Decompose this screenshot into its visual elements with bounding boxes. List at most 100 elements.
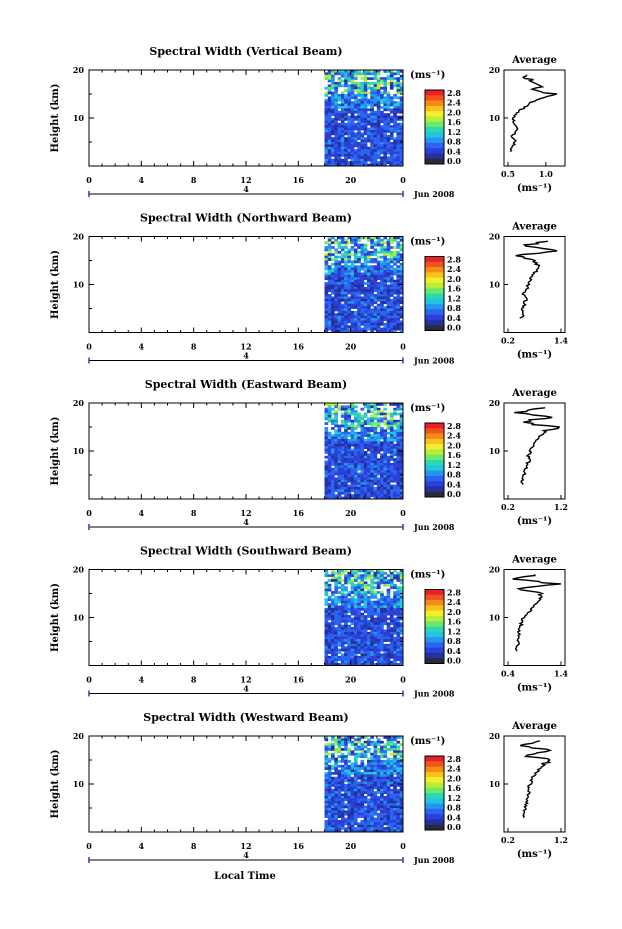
heatmap-cell [396,588,401,592]
heatmap-cell [344,629,348,633]
heatmap-cell [350,265,355,269]
heatmap-cell [340,646,345,650]
heatmap-cell [376,477,381,481]
heatmap-cell [396,460,401,464]
heatmap-cell [386,760,391,763]
heatmap-cell [376,327,381,331]
colorbar-label: 0.0 [447,489,461,499]
heatmap-cell [357,748,361,751]
heatmap-cell [389,579,394,582]
heatmap-cell [396,800,401,804]
heatmap-cell [380,142,384,145]
heatmap-cell [347,286,352,290]
heatmap-cell [353,110,358,114]
heatmap-cell [347,325,352,329]
heatmap-cell [367,571,371,575]
heatmap-cell [344,479,348,483]
heatmap-cell [367,431,371,435]
heatmap-cell [327,760,332,763]
heatmap-cell [331,70,335,73]
heatmap-cell [363,246,368,249]
heatmap-cell [357,475,361,478]
heatmap-cell [396,272,401,276]
x-tick-label: 0 [86,675,92,685]
heatmap-cell [370,636,374,640]
heatmap-cell [380,812,384,816]
heatmap-cell [376,296,381,300]
heatmap-cell [373,808,378,811]
heatmap-cell [344,660,348,664]
heatmap-cell [399,465,404,469]
heatmap-cell [376,579,381,582]
heatmap-cell [337,760,342,763]
heatmap-cell [357,158,361,162]
heatmap-cell [327,774,332,778]
heatmap-cell [393,750,397,754]
heatmap-cell [370,583,374,587]
heatmap-cell [360,588,365,592]
heatmap-cell [363,236,368,240]
heatmap-cell [386,484,391,488]
heatmap-cell [344,755,348,758]
heatmap-cell [327,250,332,254]
colorbar-segment [425,808,444,815]
heatmap-cell [376,154,381,157]
heatmap-cell [334,800,338,804]
heatmap-cell [386,820,391,823]
heatmap-cell [363,791,368,794]
heatmap-cell [370,110,374,114]
heatmap-cell [399,313,404,317]
heatmap-cell [370,752,374,756]
heatmap-cell [380,820,384,823]
heatmap-cell [376,607,381,611]
heatmap-cell [340,451,345,454]
heatmap-cell [353,627,358,630]
heatmap-cell [363,262,368,266]
heatmap-cell [340,91,345,95]
heatmap-cell [331,241,335,245]
heatmap-cell [337,289,342,293]
heatmap-cell [327,658,332,662]
heatmap-cell [334,327,338,331]
heatmap-cell [357,439,361,442]
heatmap-cell [363,120,368,124]
heatmap-cell [334,619,338,623]
heatmap-cell [360,788,365,792]
panel-title: Spectral Width (Southward Beam) [140,545,352,558]
x-tick-label: 4 [139,508,145,518]
heatmap-cell [340,139,345,143]
heatmap-cell [340,796,345,799]
heatmap-cell [350,627,355,630]
heatmap-cell [380,410,384,413]
heatmap-cell [334,762,338,766]
heatmap-cell [347,581,352,585]
heatmap-cell [367,643,371,647]
heatmap-cell [357,236,361,240]
heatmap-cell [347,639,352,642]
heatmap-cell [347,310,352,314]
heatmap-cell [324,610,329,614]
heatmap-cell [357,822,361,826]
heatmap-cell [350,762,355,766]
colorbar-label: 1.6 [447,284,461,294]
heatmap [324,569,404,666]
heatmap-cell [376,603,381,606]
heatmap-cell [347,593,352,597]
heatmap-cell [389,636,394,640]
heatmap-cell [350,631,355,635]
heatmap-cell [327,487,332,490]
heatmap-cell [376,108,381,112]
colorbar-segment [425,637,444,643]
heatmap-cell [373,248,378,252]
heatmap-cell [399,441,404,445]
heatmap-cell [340,629,345,633]
heatmap-cell [370,82,374,85]
heatmap-cell [360,576,365,580]
heatmap-cell [360,658,365,662]
heatmap-cell [367,70,371,73]
heatmap-cell [327,265,332,269]
heatmap-cell [370,286,374,290]
avg-y-tick-label: 20 [489,65,501,75]
heatmap-cell [340,653,345,657]
heatmap-cell [340,740,345,744]
